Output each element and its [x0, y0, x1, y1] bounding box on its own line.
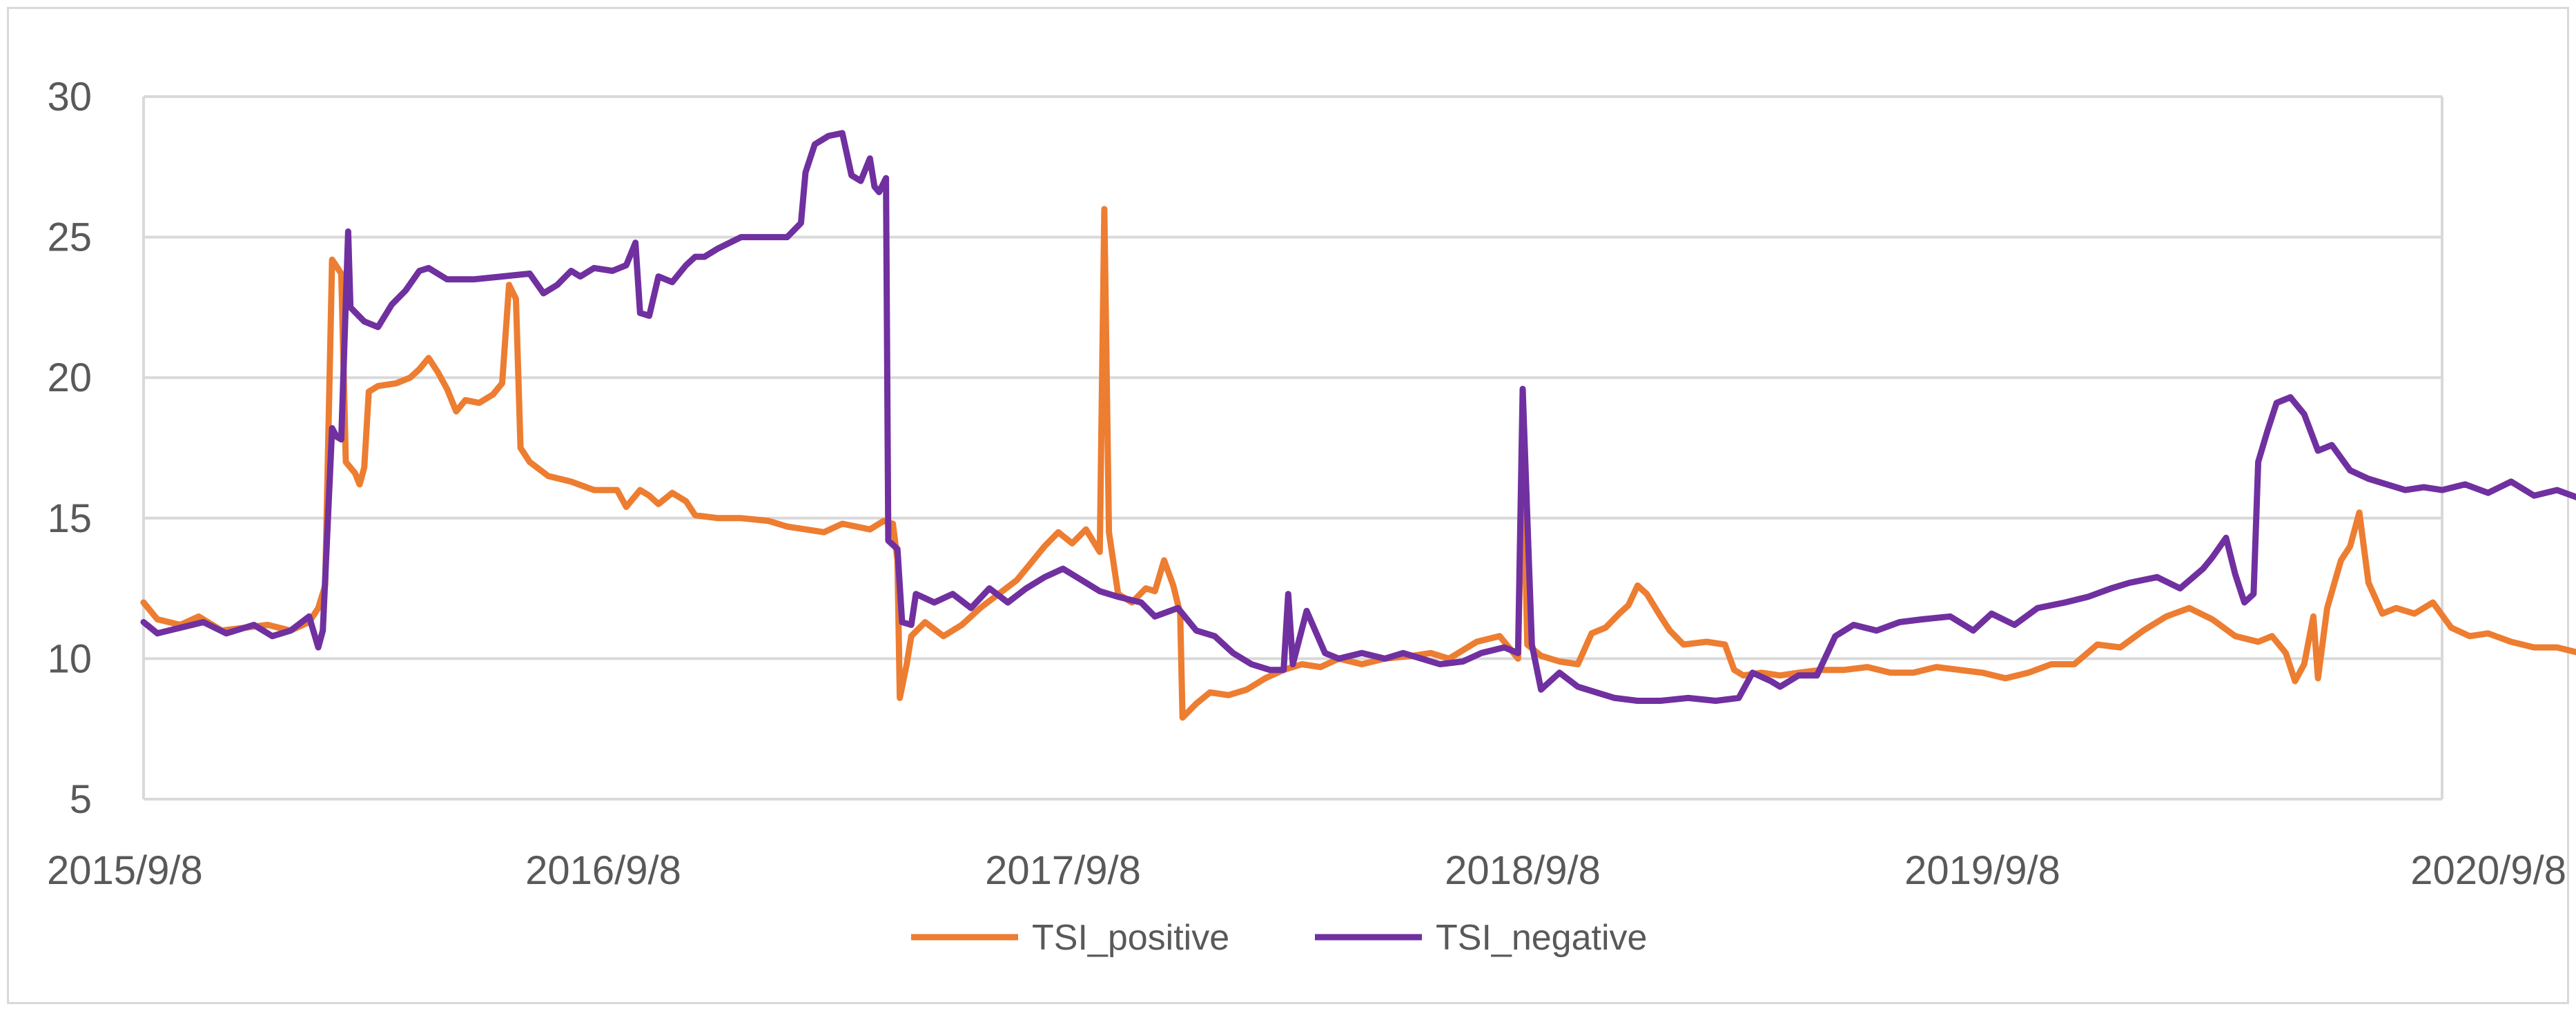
- x-tick-label-1: 2016/9/8: [525, 848, 681, 893]
- y-tick-label-10: 10: [47, 636, 92, 681]
- series-lines: [140, 130, 2576, 721]
- y-tick-label-30: 30: [47, 75, 92, 119]
- x-tick-label-2: 2017/9/8: [985, 848, 1141, 893]
- legend: TSI_positive TSI_negative: [911, 918, 1647, 958]
- x-tick-label-4: 2019/9/8: [1904, 848, 2060, 893]
- y-tick-label-20: 20: [47, 355, 92, 400]
- x-tick-label-0: 2015/9/8: [47, 848, 203, 893]
- series-line-TSI_negative: [140, 130, 2576, 704]
- x-tick-label-3: 2018/9/8: [1445, 848, 1601, 893]
- gridlines: [142, 95, 2443, 801]
- x-tick-label-5: 2020/9/8: [2410, 848, 2566, 893]
- y-axis: 5 10 15 20 25 30: [47, 75, 92, 822]
- y-tick-label-15: 15: [47, 496, 92, 541]
- x-axis: 2015/9/8 2016/9/8 2017/9/8 2018/9/8 2019/9/8…: [47, 848, 2566, 893]
- chart-area: [7, 7, 2569, 1004]
- series-line-TSI_positive: [140, 206, 2576, 721]
- legend-label-TSI_positive: TSI_positive: [1032, 918, 1229, 958]
- y-tick-label-5: 5: [70, 777, 92, 822]
- legend-label-TSI_negative: TSI_negative: [1436, 918, 1647, 958]
- y-tick-label-25: 25: [47, 215, 92, 260]
